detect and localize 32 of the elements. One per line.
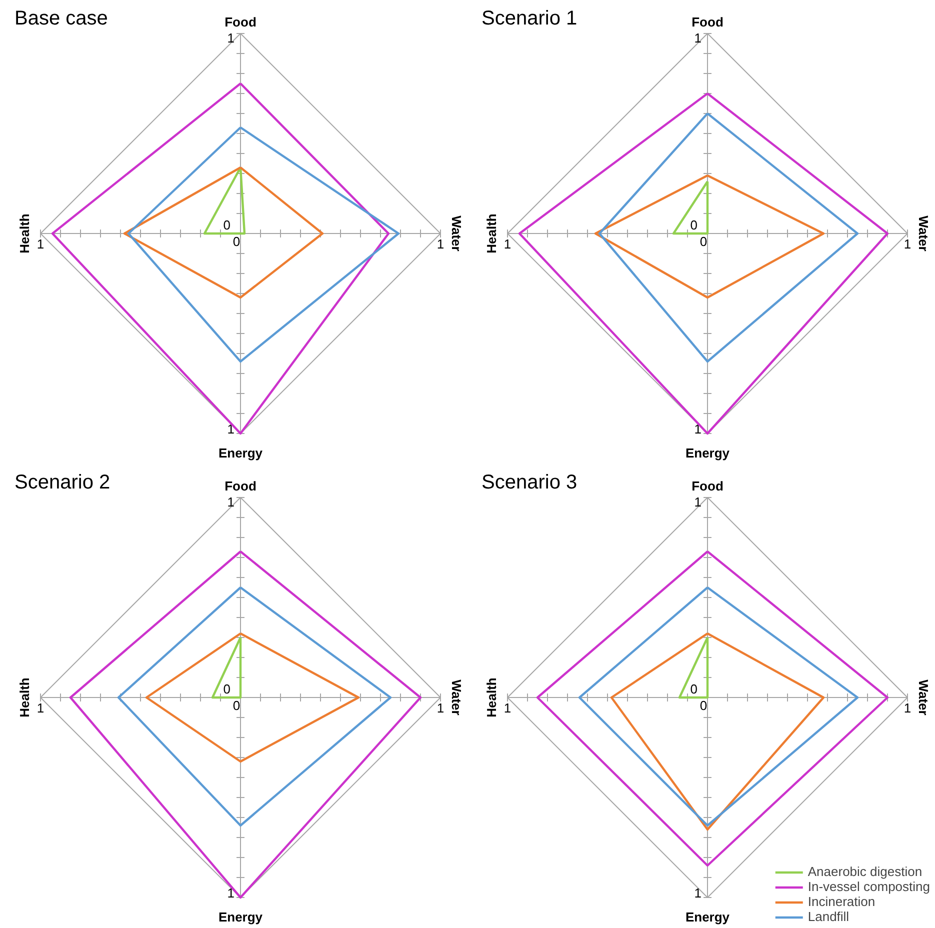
spoke-label: Water [916,680,931,716]
spoke-label: Health [484,678,499,718]
spoke-label: Water [449,680,464,716]
text: 0 [223,682,231,696]
spoke-label: Food [692,14,724,30]
legend-label: In-vessel composting [808,879,930,894]
text: 1 [904,700,912,716]
spoke-label: Food [692,478,724,494]
spoke-label: Energy [685,910,730,924]
text: 1 [436,700,444,716]
spoke-label: Energy [685,446,730,460]
text: 0 [223,218,231,232]
text: 0 [690,682,698,696]
text: 1 [436,236,444,252]
spoke-label: Food [224,478,256,494]
spoke-label: Health [17,214,32,254]
spoke-label: Food [224,14,256,30]
legend-label: Landfill [808,909,850,924]
spoke-label: Energy [218,910,264,924]
spoke-label: Energy [218,446,264,460]
spoke-label: Water [449,216,464,252]
legend-label: Incineration [808,894,876,909]
chart-title: Scenario 2 [14,472,110,494]
spoke-label: Health [484,214,499,254]
spoke-label: Health [17,678,32,718]
text: 1 [904,236,912,252]
chart-title: Base case [14,8,108,30]
text: 0 [690,218,698,232]
chart-title: Scenario 1 [482,8,578,30]
spoke-label: Water [916,216,931,252]
legend-label: Anaerobic digestion [808,864,922,879]
chart-title: Scenario 3 [482,472,578,494]
